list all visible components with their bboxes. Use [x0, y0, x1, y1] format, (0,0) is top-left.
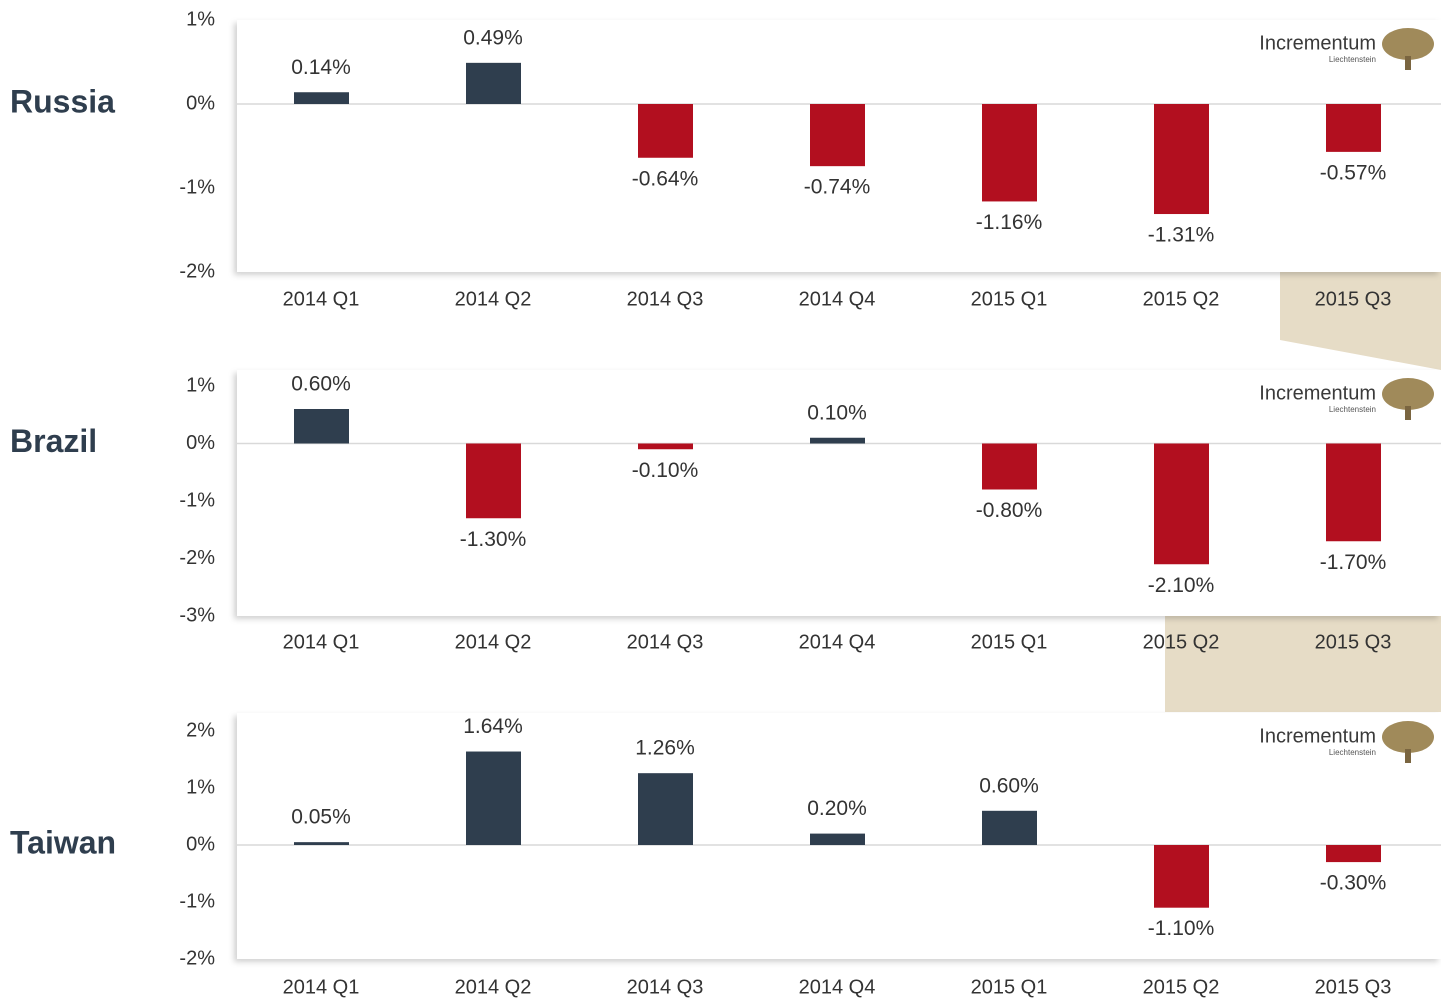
bar	[810, 833, 865, 845]
y-tick-label: -1%	[179, 489, 215, 511]
value-label: 0.10%	[807, 401, 867, 424]
y-tick-label: -1%	[179, 890, 215, 912]
bar	[982, 443, 1037, 490]
value-label: -1.10%	[1148, 917, 1215, 940]
y-tick-label: -2%	[179, 947, 215, 969]
y-tick-label: -2%	[179, 260, 215, 282]
x-tick-label: 2015 Q1	[971, 288, 1048, 310]
bar	[1326, 845, 1381, 863]
logo-name: Incrementum	[1259, 382, 1376, 404]
y-tick-label: 2%	[186, 719, 215, 741]
logo-name: Incrementum	[1259, 32, 1376, 54]
value-label: 0.60%	[291, 373, 351, 396]
y-tick-label: 0%	[186, 432, 215, 454]
x-tick-label: 2015 Q1	[971, 631, 1048, 653]
bar	[466, 62, 521, 104]
bar	[1154, 104, 1209, 215]
value-label: 0.05%	[291, 806, 351, 829]
x-tick-label: 2014 Q2	[455, 631, 532, 653]
value-label: -1.31%	[1148, 224, 1215, 247]
logo-trunk	[1405, 406, 1411, 420]
x-tick-label: 2015 Q2	[1143, 631, 1220, 653]
bar	[1154, 443, 1209, 565]
value-label: -0.57%	[1320, 161, 1387, 184]
x-tick-label: 2014 Q1	[283, 288, 360, 310]
bar	[982, 810, 1037, 845]
x-tick-label: 2014 Q4	[799, 288, 876, 310]
logo-trunk	[1405, 56, 1411, 70]
logo-name: Incrementum	[1259, 725, 1376, 747]
value-label: -0.30%	[1320, 872, 1387, 895]
x-tick-label: 2014 Q2	[455, 976, 532, 998]
bar	[638, 443, 693, 450]
y-tick-label: 1%	[186, 776, 215, 798]
chart-title: Russia	[10, 83, 115, 119]
y-tick-label: 1%	[186, 374, 215, 396]
value-label: -0.80%	[976, 499, 1043, 522]
logo-sub: Liechtenstein	[1329, 748, 1376, 757]
y-tick-label: 0%	[186, 833, 215, 855]
value-label: 1.26%	[635, 737, 695, 760]
y-tick-label: 0%	[186, 92, 215, 114]
value-label: 1.64%	[463, 715, 523, 738]
value-label: 0.49%	[463, 26, 523, 49]
bar	[294, 409, 349, 444]
x-tick-label: 2015 Q2	[1143, 288, 1220, 310]
y-tick-label: -2%	[179, 547, 215, 569]
bar	[466, 443, 521, 519]
logo-sub: Liechtenstein	[1329, 405, 1376, 414]
x-tick-label: 2014 Q4	[799, 631, 876, 653]
bar	[810, 437, 865, 444]
bar	[810, 104, 865, 167]
y-tick-label: -3%	[179, 604, 215, 626]
texture	[1280, 272, 1441, 370]
chart-title: Taiwan	[10, 824, 116, 860]
x-tick-label: 2015 Q3	[1315, 976, 1392, 998]
bar	[294, 842, 349, 845]
value-label: 0.60%	[979, 774, 1039, 797]
value-label: -1.16%	[976, 211, 1043, 234]
x-tick-label: 2014 Q2	[455, 288, 532, 310]
x-tick-label: 2015 Q3	[1315, 288, 1392, 310]
chart-title: Brazil	[10, 423, 97, 459]
bar	[466, 751, 521, 845]
x-tick-label: 2014 Q3	[627, 976, 704, 998]
bar	[1326, 104, 1381, 152]
texture	[1165, 616, 1441, 712]
x-tick-label: 2014 Q3	[627, 288, 704, 310]
value-label: -1.70%	[1320, 551, 1387, 574]
logo-tree	[1382, 721, 1434, 753]
value-label: 0.14%	[291, 56, 351, 79]
x-tick-label: 2014 Q4	[799, 976, 876, 998]
x-tick-label: 2015 Q1	[971, 976, 1048, 998]
value-label: -0.10%	[632, 459, 699, 482]
bar	[638, 104, 693, 158]
logo-tree	[1382, 28, 1434, 60]
bar	[982, 104, 1037, 202]
x-tick-label: 2015 Q2	[1143, 976, 1220, 998]
logo-tree	[1382, 378, 1434, 410]
value-label: -1.30%	[460, 528, 527, 551]
logo-trunk	[1405, 749, 1411, 763]
bar	[1154, 845, 1209, 908]
x-tick-label: 2015 Q3	[1315, 631, 1392, 653]
x-tick-label: 2014 Q1	[283, 631, 360, 653]
bar	[1326, 443, 1381, 542]
logo-sub: Liechtenstein	[1329, 55, 1376, 64]
plot-area	[237, 370, 1441, 616]
value-label: -2.10%	[1148, 574, 1215, 597]
x-tick-label: 2014 Q3	[627, 631, 704, 653]
y-tick-label: -1%	[179, 176, 215, 198]
value-label: 0.20%	[807, 797, 867, 820]
y-tick-label: 1%	[186, 8, 215, 30]
bar	[638, 773, 693, 845]
bar	[294, 92, 349, 104]
value-label: -0.64%	[632, 167, 699, 190]
x-tick-label: 2014 Q1	[283, 976, 360, 998]
value-label: -0.74%	[804, 176, 871, 199]
